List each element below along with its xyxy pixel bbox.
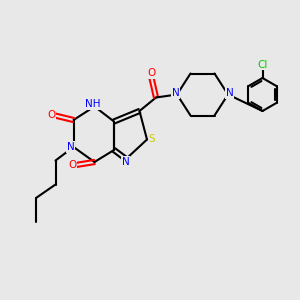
- Text: N: N: [67, 142, 74, 152]
- Text: N: N: [226, 88, 233, 98]
- Text: O: O: [47, 110, 56, 121]
- Text: NH: NH: [85, 99, 101, 109]
- Text: Cl: Cl: [257, 59, 268, 70]
- Text: N: N: [122, 157, 129, 167]
- Text: S: S: [148, 134, 155, 145]
- Text: O: O: [147, 68, 156, 79]
- Text: O: O: [68, 160, 76, 170]
- Text: N: N: [172, 88, 179, 98]
